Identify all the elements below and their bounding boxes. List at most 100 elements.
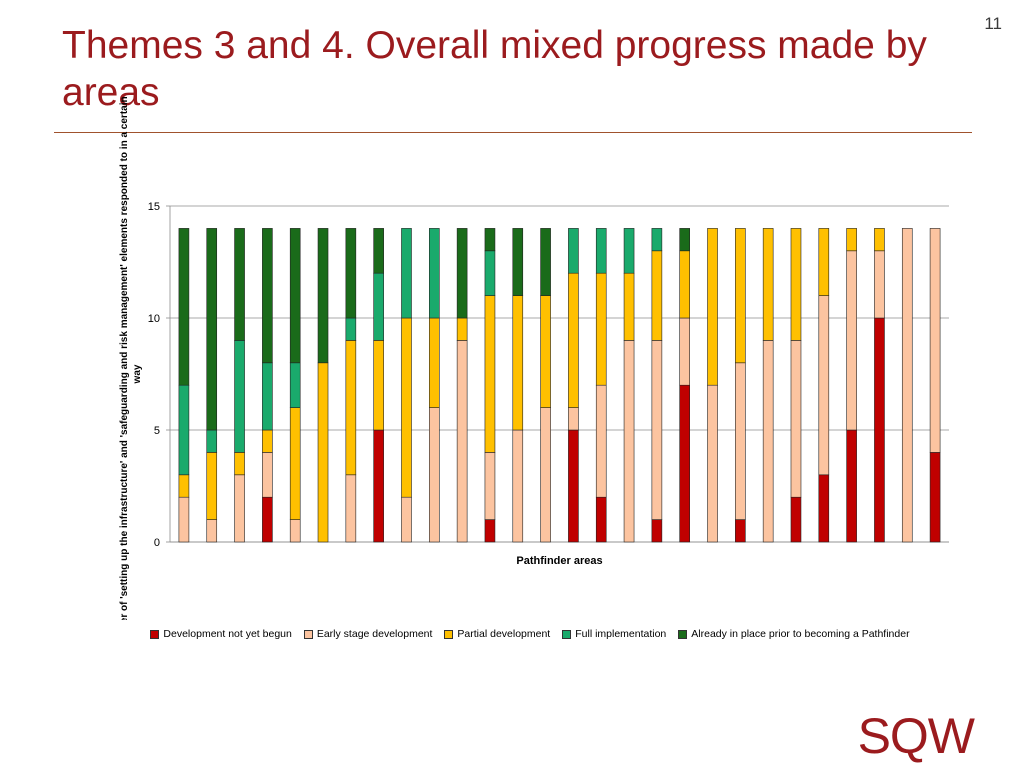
y-axis-label: Number of 'setting up the infrastructure… <box>119 96 143 620</box>
bar-segment <box>651 250 663 341</box>
bar-segment <box>262 452 273 498</box>
bar-segment <box>623 340 635 543</box>
bar-segment <box>651 340 663 520</box>
bar-segment <box>373 272 384 341</box>
bar-segment <box>484 452 496 520</box>
bar-segment <box>735 519 746 543</box>
bar-segment <box>679 317 690 386</box>
bar-segment <box>790 228 802 341</box>
bar-segment <box>234 452 245 476</box>
bar-segment <box>456 317 468 341</box>
bar-segment <box>874 250 885 319</box>
slide-number: 11 <box>984 14 1002 33</box>
title-divider <box>54 132 972 133</box>
legend-label: Full implementation <box>575 628 667 640</box>
stacked-bar-chart: 0 5 10 15 Pathfinder areas Number of 'setting… <box>119 96 949 620</box>
legend-item: Already in place prior to becoming a Pat… <box>678 628 910 640</box>
bar-segment <box>512 295 524 431</box>
bar-segment <box>762 228 774 341</box>
slide-title: Themes 3 and 4. Overall mixed progress m… <box>62 24 927 114</box>
bar-segment <box>762 340 774 543</box>
bar-segment <box>401 317 412 498</box>
bar-segment <box>289 362 301 408</box>
bar-segment <box>262 228 273 364</box>
bar-segment <box>679 250 690 319</box>
bar-segment <box>651 228 663 252</box>
bar-segment <box>345 228 357 319</box>
bar-segment <box>735 228 746 364</box>
bar-segment <box>178 384 190 476</box>
bar-segment <box>456 340 468 543</box>
bar-segment <box>234 228 245 341</box>
bar-segment <box>735 362 746 520</box>
bar-segment <box>484 228 496 252</box>
bar-segment <box>874 317 885 543</box>
legend-item: Full implementation <box>562 628 666 640</box>
bar-segment <box>846 250 857 431</box>
bar-segment <box>568 407 579 431</box>
bar-segment <box>289 228 301 364</box>
bar-segment <box>262 496 273 543</box>
y-tick-label: 0 <box>154 537 160 549</box>
bar-segment <box>818 295 830 476</box>
legend-item: Partial development <box>444 628 550 640</box>
bar-segment <box>623 228 635 274</box>
bar-segment <box>206 429 218 453</box>
bar-segment <box>568 228 579 274</box>
bar-segment <box>262 362 273 431</box>
bar-segment <box>651 519 663 543</box>
y-tick-label: 5 <box>154 425 160 437</box>
bar-segment <box>317 362 329 543</box>
bar-segment <box>540 295 551 408</box>
bar-segment <box>929 452 941 543</box>
legend-label: Early stage development <box>316 628 433 640</box>
bar-segment <box>206 228 218 431</box>
bar-segment <box>540 228 551 296</box>
bar-segment <box>595 228 607 274</box>
bar-segment <box>345 474 357 543</box>
bar-segment <box>929 228 941 453</box>
bar-segment <box>289 407 301 520</box>
bar-segment <box>568 429 579 543</box>
x-axis-label: Pathfinder areas <box>516 555 602 567</box>
bar-segment <box>345 317 357 341</box>
bar-segment <box>289 519 301 543</box>
bar-segment <box>818 228 830 296</box>
bar-segment <box>846 228 857 252</box>
sqw-logo: SQW <box>857 708 975 764</box>
bar-segment <box>373 228 384 274</box>
bar-segment <box>373 429 384 543</box>
bar-segment <box>595 496 607 543</box>
bar-segment <box>707 384 718 543</box>
chart-legend: Development not yet begun Early stage dev… <box>110 628 950 640</box>
bar-segment <box>874 228 885 252</box>
bar-segment <box>818 474 830 543</box>
bar-segment <box>623 272 635 341</box>
bar-segment <box>317 228 329 364</box>
legend-swatch <box>444 629 454 639</box>
bar-segment <box>901 228 913 543</box>
bar-segment <box>568 272 579 408</box>
bar-segment <box>206 452 218 520</box>
bar-segment <box>178 228 190 386</box>
legend-item: Development not yet begun <box>150 628 292 640</box>
bar-segment <box>679 384 690 543</box>
legend-label: Development not yet begun <box>163 628 292 640</box>
bar-segment <box>540 407 551 543</box>
bar-segment <box>790 340 802 498</box>
legend-item: Early stage development <box>303 628 433 640</box>
bar-segment <box>345 340 357 476</box>
legend-label: Partial development <box>457 628 551 640</box>
bar-segment <box>429 317 440 408</box>
bar-segment <box>429 228 440 319</box>
bar-segment <box>429 407 440 543</box>
bar-segment <box>373 340 384 431</box>
bar-segment <box>262 429 273 453</box>
bar-segment <box>234 340 245 453</box>
y-tick-label: 10 <box>148 313 160 325</box>
bar-segment <box>707 228 718 386</box>
legend-swatch <box>150 629 160 639</box>
y-tick-label: 15 <box>148 201 160 213</box>
legend-label: Already in place prior to becoming a Pat… <box>691 628 910 640</box>
bar-segment <box>178 496 190 543</box>
